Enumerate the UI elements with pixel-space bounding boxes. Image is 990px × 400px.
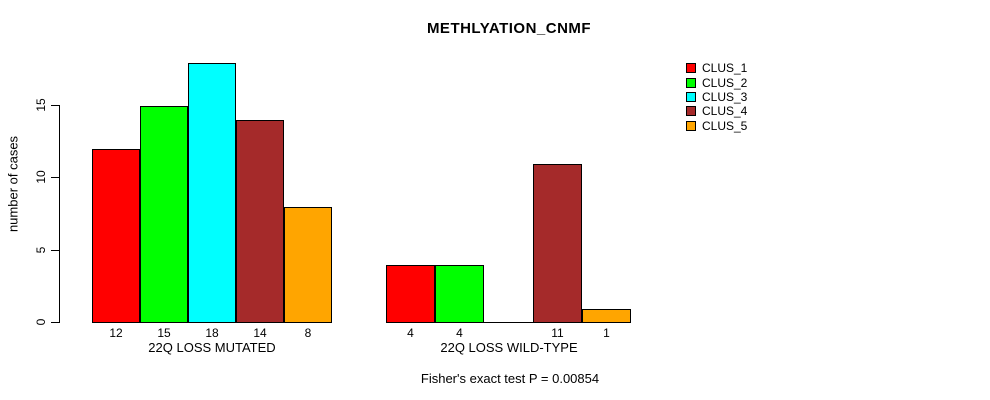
legend-item-clus_4: CLUS_4 xyxy=(686,104,747,118)
bar-value-label: 8 xyxy=(304,326,312,340)
y-axis-tick xyxy=(51,249,59,251)
legend-swatch-clus_1 xyxy=(686,63,696,74)
bar-clus_5-mutated xyxy=(284,207,332,323)
y-axis-tick-label: 5 xyxy=(34,246,48,253)
legend-item-clus_5: CLUS_5 xyxy=(686,119,747,133)
legend-item-clus_1: CLUS_1 xyxy=(686,61,747,75)
legend-label: CLUS_3 xyxy=(702,89,748,104)
y-axis-tick xyxy=(51,322,59,323)
legend: CLUS_1 CLUS_2 CLUS_3 CLUS_4 CLUS_5 xyxy=(686,61,747,133)
y-axis-tick xyxy=(51,104,59,106)
y-axis-tick xyxy=(51,177,59,179)
bar-value-label: 18 xyxy=(205,326,219,340)
bar-value-label: 1 xyxy=(603,326,610,340)
legend-swatch-clus_5 xyxy=(686,120,696,131)
bar-clus_2-mutated xyxy=(140,106,188,323)
legend-label: CLUS_2 xyxy=(702,75,748,90)
chart-title: METHLYATION_CNMF xyxy=(426,20,592,37)
y-axis-tick-label: 0 xyxy=(34,318,48,326)
y-axis-tick-label: 10 xyxy=(34,170,48,184)
bar-clus_4-wild-type xyxy=(533,164,582,323)
y-axis-line xyxy=(59,104,60,323)
bar-clus_5-wild-type xyxy=(582,309,631,323)
bar-value-label: 4 xyxy=(407,326,414,340)
bar-value-label: 14 xyxy=(253,326,267,340)
x-group-label-mutated: 22Q LOSS MUTATED xyxy=(148,340,276,355)
bar-value-label: 11 xyxy=(551,326,564,340)
bar-clus_4-mutated xyxy=(236,120,284,323)
x-group-label-wild-type: 22Q LOSS WILD-TYPE xyxy=(440,340,578,355)
bar-clus_1-wild-type xyxy=(386,265,435,323)
legend-label: CLUS_4 xyxy=(702,104,748,119)
bar-clus_3-mutated xyxy=(188,63,236,323)
legend-label: CLUS_1 xyxy=(702,61,748,76)
y-axis-tick-label: 15 xyxy=(34,98,48,112)
legend-item-clus_2: CLUS_2 xyxy=(686,75,748,90)
legend-item-clus_3: CLUS_3 xyxy=(686,90,747,104)
legend-swatch-clus_3 xyxy=(686,91,696,102)
legend-label: CLUS_5 xyxy=(702,118,748,133)
bar-value-label: 4 xyxy=(456,326,463,340)
legend-swatch-clus_4 xyxy=(686,106,696,117)
bar-clus_1-mutated xyxy=(92,149,140,323)
legend-swatch-clus_2 xyxy=(686,77,696,88)
bar-clus_3-wild-type-zero xyxy=(484,322,533,323)
bar-value-label: 15 xyxy=(157,326,171,340)
fisher-test-annotation: Fisher's exact test P = 0.00854 xyxy=(420,371,600,386)
bar-clus_2-wild-type xyxy=(435,265,484,323)
bar-value-label: 12 xyxy=(109,326,123,340)
